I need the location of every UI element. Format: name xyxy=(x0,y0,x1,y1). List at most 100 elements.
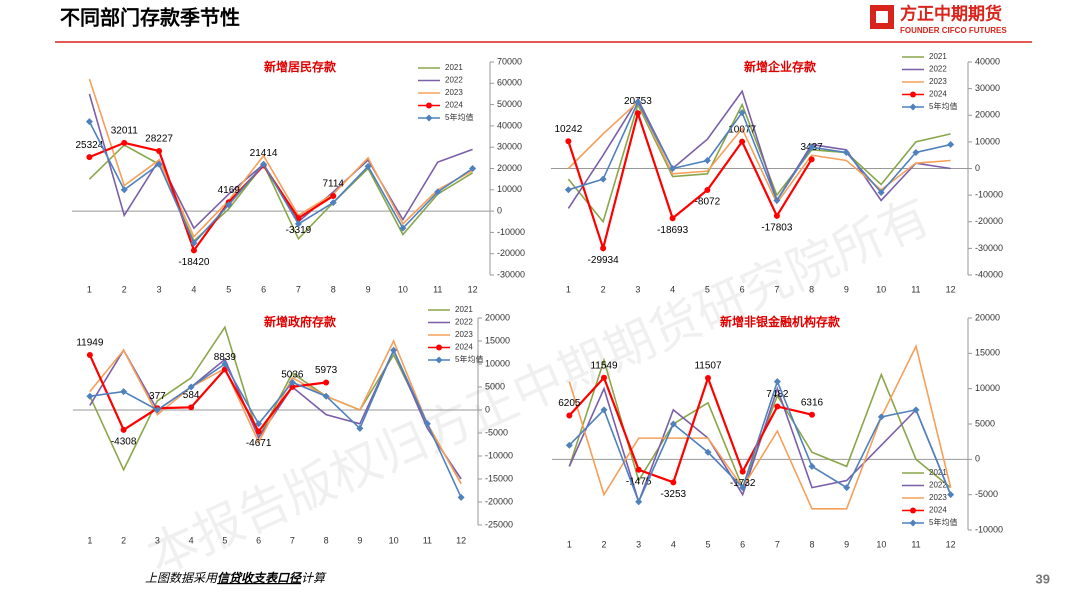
data-point xyxy=(423,420,431,428)
x-tick-label: 8 xyxy=(331,284,336,294)
series-line xyxy=(568,386,952,505)
legend-marker xyxy=(909,103,917,111)
y-tick-label: 10000 xyxy=(975,136,1000,146)
data-point xyxy=(121,139,128,146)
series-line xyxy=(567,89,951,209)
logo-english: FOUNDER CIFCO FUTURES xyxy=(900,26,1007,35)
x-tick-label: 11 xyxy=(433,284,442,294)
y-tick-label: 15000 xyxy=(975,348,1000,358)
data-label: 7482 xyxy=(766,389,789,400)
chart: 新增企业存款 -40000 -30000 -20000 -10000 0 10000 2000… xyxy=(551,52,1003,294)
data-label: 5036 xyxy=(281,369,304,380)
data-label: -1475 xyxy=(626,476,652,487)
legend-label: 2022 xyxy=(929,65,947,74)
legend-marker xyxy=(426,102,432,109)
x-tick-label: 11 xyxy=(911,284,920,294)
legend-label: 5年均值 xyxy=(929,517,957,527)
legend-label: 2023 xyxy=(929,493,947,502)
x-tick-label: 3 xyxy=(635,284,640,294)
data-label: 11507 xyxy=(694,361,722,372)
data-point xyxy=(120,426,127,433)
x-tick-label: 9 xyxy=(844,539,849,549)
data-point xyxy=(255,428,262,435)
x-tick-label: 3 xyxy=(157,284,162,294)
data-point xyxy=(634,98,642,106)
legend-marker xyxy=(425,114,433,122)
y-tick-label: 60000 xyxy=(497,78,522,88)
data-point xyxy=(294,220,302,228)
data-label: -29934 xyxy=(588,255,620,266)
data-label: -3319 xyxy=(286,225,312,236)
series-line xyxy=(88,78,473,239)
data-point xyxy=(255,420,263,428)
y-tick-label: -10000 xyxy=(497,227,525,237)
series-line xyxy=(568,343,952,510)
data-point xyxy=(565,441,573,449)
data-point xyxy=(705,375,711,382)
y-tick-label: 0 xyxy=(975,454,980,464)
data-point xyxy=(912,149,920,157)
data-point xyxy=(704,448,712,456)
data-point xyxy=(390,346,398,354)
data-label: -17803 xyxy=(761,223,793,234)
y-tick-label: 0 xyxy=(485,404,490,414)
legend-label: 2021 xyxy=(929,52,947,61)
y-tick-label: 40000 xyxy=(497,120,522,130)
y-tick-label: -30000 xyxy=(497,269,525,279)
data-point xyxy=(329,199,337,207)
legend-label: 2021 xyxy=(445,63,463,72)
x-tick-label: 5 xyxy=(226,284,231,294)
logo-name: 方正中期期货 xyxy=(900,3,1002,23)
data-point xyxy=(634,110,641,117)
data-point xyxy=(120,388,128,396)
y-tick-label: 50000 xyxy=(497,99,522,109)
data-point xyxy=(635,498,643,506)
y-tick-label: 0 xyxy=(975,163,980,173)
data-point xyxy=(187,383,195,391)
data-point xyxy=(469,165,477,172)
y-tick-label: -20000 xyxy=(497,248,525,258)
y-tick-label: -10000 xyxy=(975,524,1003,534)
x-tick-label: 9 xyxy=(357,535,362,545)
data-point xyxy=(330,192,337,199)
x-tick-label: 6 xyxy=(740,284,745,294)
x-tick-label: 7 xyxy=(290,535,295,545)
legend-label: 2022 xyxy=(445,76,463,85)
x-tick-label: 9 xyxy=(844,284,849,294)
data-label: -8072 xyxy=(695,197,721,208)
x-tick-label: 11 xyxy=(423,535,432,545)
legend-label: 5年均值 xyxy=(929,101,957,111)
data-point xyxy=(600,406,608,414)
data-point xyxy=(739,484,747,492)
x-tick-label: 1 xyxy=(567,539,572,549)
data-label: -4308 xyxy=(111,436,137,447)
data-point xyxy=(808,156,815,163)
x-tick-label: 4 xyxy=(189,535,194,545)
page-number: 39 xyxy=(1036,571,1050,586)
x-tick-label: 3 xyxy=(155,535,160,545)
data-point xyxy=(877,413,885,421)
data-point xyxy=(635,466,642,473)
legend-label: 2023 xyxy=(929,77,947,86)
data-point xyxy=(774,403,781,410)
legend-label: 5年均值 xyxy=(455,354,483,364)
data-label: 584 xyxy=(183,390,200,401)
chart-title: 新增企业存款 xyxy=(744,59,817,74)
x-tick-label: 2 xyxy=(121,535,126,545)
data-point xyxy=(565,138,572,145)
data-point xyxy=(260,160,268,168)
x-tick-label: 12 xyxy=(946,284,956,294)
data-point xyxy=(809,411,815,418)
data-point xyxy=(738,109,746,117)
series-line xyxy=(568,379,952,504)
data-point xyxy=(842,149,850,157)
y-tick-label: -10000 xyxy=(485,450,513,460)
y-tick-label: -30000 xyxy=(975,243,1003,253)
data-point xyxy=(356,424,364,432)
data-label: 32011 xyxy=(111,126,139,137)
x-tick-label: 8 xyxy=(324,535,329,545)
x-tick-label: 5 xyxy=(705,284,710,294)
y-tick-label: 30000 xyxy=(497,142,522,152)
